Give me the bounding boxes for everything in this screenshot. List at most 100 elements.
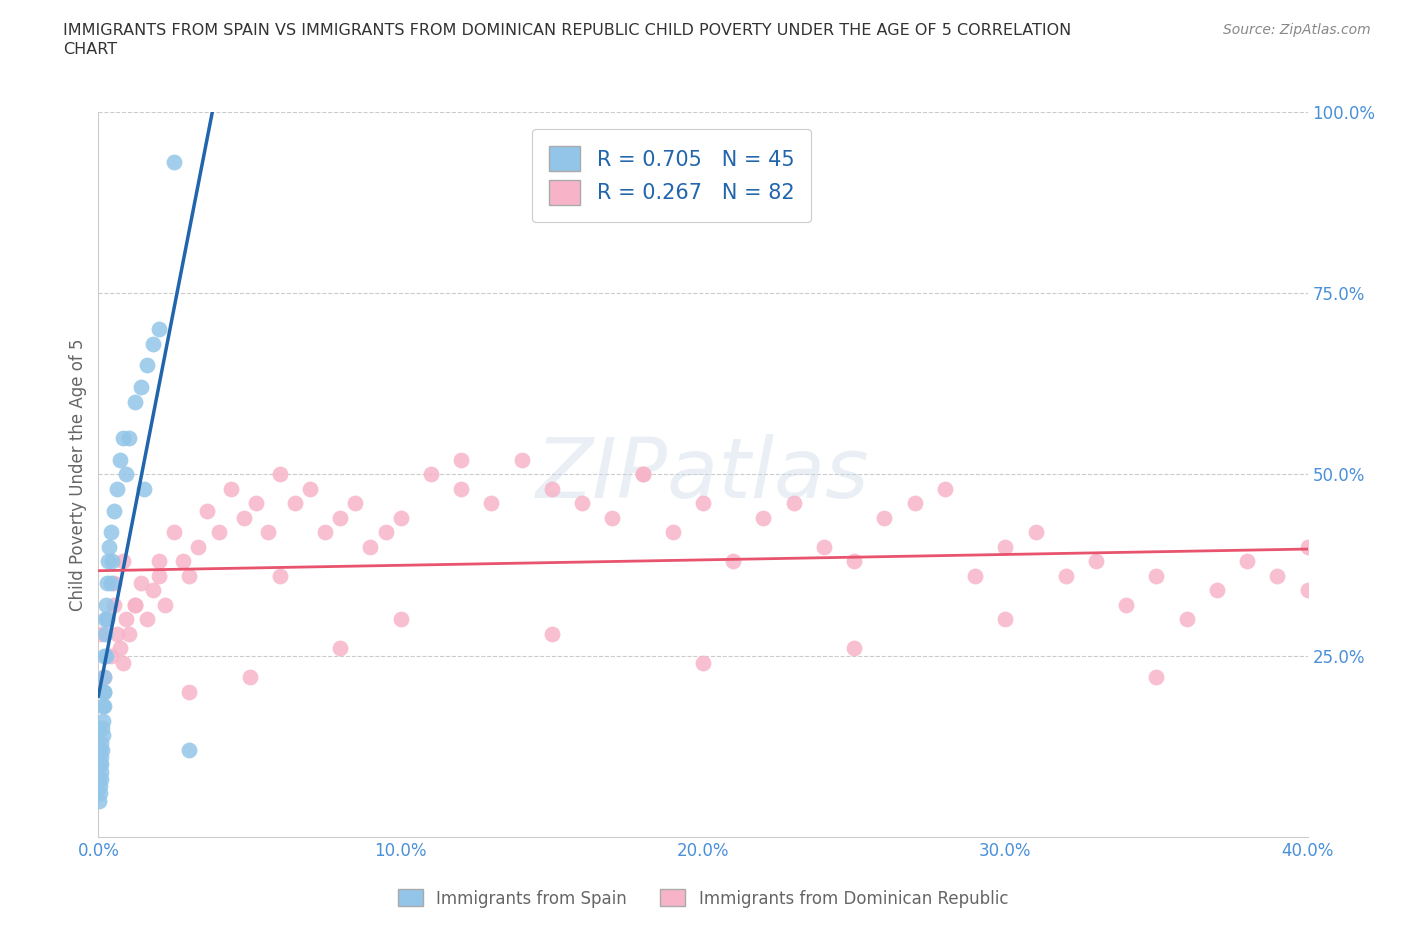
Point — [111, 656, 134, 671]
Point — [103, 503, 125, 518]
Point — [96, 612, 118, 627]
Point — [89, 778, 111, 793]
Point — [284, 496, 307, 511]
Point — [661, 525, 683, 539]
Point — [94, 612, 117, 627]
Point — [135, 612, 157, 627]
Point — [844, 641, 866, 656]
Point — [314, 525, 336, 539]
Point — [91, 699, 114, 714]
Point — [90, 750, 112, 764]
Point — [93, 670, 115, 684]
Text: ZIPatlas: ZIPatlas — [536, 433, 870, 515]
Point — [90, 627, 112, 642]
Point — [1054, 568, 1077, 583]
Text: IMMIGRANTS FROM SPAIN VS IMMIGRANTS FROM DOMINICAN REPUBLIC CHILD POVERTY UNDER : IMMIGRANTS FROM SPAIN VS IMMIGRANTS FROM… — [63, 23, 1071, 38]
Point — [89, 772, 111, 787]
Point — [631, 467, 654, 482]
Point — [1115, 597, 1137, 612]
Point — [510, 452, 533, 467]
Point — [129, 379, 152, 394]
Point — [89, 786, 111, 801]
Point — [163, 525, 186, 539]
Point — [374, 525, 396, 539]
Point — [91, 713, 114, 728]
Point — [101, 554, 124, 569]
Point — [118, 431, 141, 445]
Point — [389, 612, 412, 627]
Point — [91, 728, 114, 743]
Point — [100, 525, 122, 539]
Point — [103, 597, 125, 612]
Point — [96, 576, 118, 591]
Point — [97, 554, 120, 569]
Legend: R = 0.705   N = 45, R = 0.267   N = 82: R = 0.705 N = 45, R = 0.267 N = 82 — [531, 129, 811, 221]
Point — [90, 764, 112, 779]
Point — [389, 511, 412, 525]
Text: CHART: CHART — [63, 42, 117, 57]
Point — [873, 511, 896, 525]
Point — [153, 597, 176, 612]
Point — [232, 511, 254, 525]
Point — [571, 496, 593, 511]
Point — [105, 482, 128, 497]
Point — [360, 539, 382, 554]
Point — [752, 511, 775, 525]
Point — [481, 496, 503, 511]
Point — [87, 793, 110, 808]
Text: Source: ZipAtlas.com: Source: ZipAtlas.com — [1223, 23, 1371, 37]
Point — [100, 648, 122, 663]
Point — [163, 155, 186, 170]
Point — [90, 772, 112, 787]
Point — [100, 576, 122, 591]
Point — [96, 612, 118, 627]
Point — [94, 648, 117, 663]
Point — [93, 699, 115, 714]
Point — [93, 684, 115, 699]
Point — [108, 452, 131, 467]
Point — [540, 627, 562, 642]
Point — [783, 496, 806, 511]
Point — [904, 496, 927, 511]
Point — [89, 742, 111, 757]
Point — [148, 568, 170, 583]
Point — [179, 684, 201, 699]
Point — [208, 525, 231, 539]
Point — [111, 554, 134, 569]
Point — [844, 554, 866, 569]
Point — [1144, 568, 1167, 583]
Point — [124, 597, 146, 612]
Point — [179, 568, 201, 583]
Point — [103, 576, 125, 591]
Point — [256, 525, 278, 539]
Point — [221, 482, 243, 497]
Point — [723, 554, 745, 569]
Point — [269, 467, 291, 482]
Point — [965, 568, 987, 583]
Point — [124, 394, 146, 409]
Point — [142, 337, 165, 352]
Point — [93, 670, 115, 684]
Point — [934, 482, 956, 497]
Point — [1206, 583, 1229, 598]
Point — [269, 568, 291, 583]
Point — [114, 467, 136, 482]
Point — [1296, 539, 1319, 554]
Point — [344, 496, 367, 511]
Point — [108, 641, 131, 656]
Point — [692, 496, 714, 511]
Legend: Immigrants from Spain, Immigrants from Dominican Republic: Immigrants from Spain, Immigrants from D… — [391, 883, 1015, 914]
Point — [187, 539, 209, 554]
Point — [93, 684, 115, 699]
Point — [148, 322, 170, 337]
Point — [105, 627, 128, 642]
Point — [631, 467, 654, 482]
Point — [142, 583, 165, 598]
Point — [132, 482, 155, 497]
Point — [90, 757, 112, 772]
Point — [114, 612, 136, 627]
Point — [90, 736, 112, 751]
Point — [994, 612, 1017, 627]
Point — [299, 482, 322, 497]
Point — [994, 539, 1017, 554]
